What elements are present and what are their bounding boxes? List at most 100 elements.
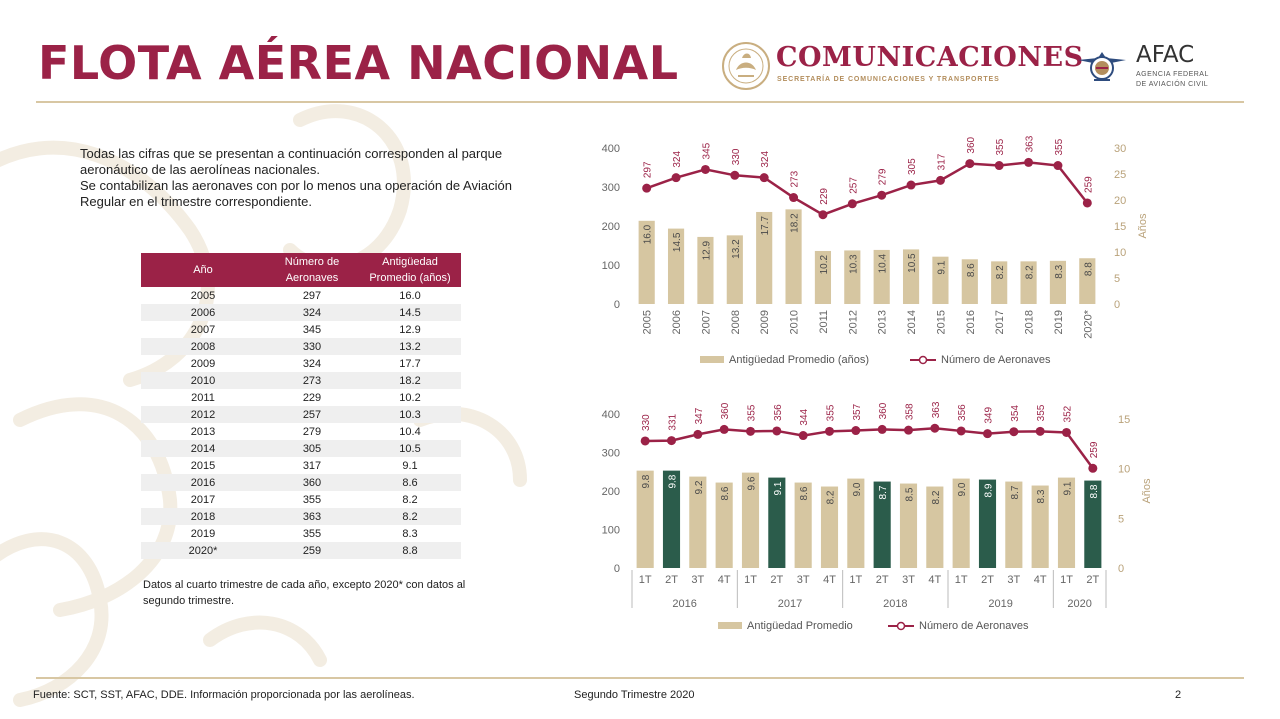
table-cell-age: 17.7 bbox=[399, 357, 421, 370]
bar-value-label: 10.4 bbox=[878, 253, 889, 273]
point-value-label: 345 bbox=[701, 142, 712, 159]
y-right-tick-label: 15 bbox=[1114, 221, 1126, 233]
table-cell-year: 2006 bbox=[141, 304, 265, 321]
line-point bbox=[935, 175, 945, 185]
x-group-label: 2019 bbox=[988, 598, 1012, 610]
y-right-tick-label: 10 bbox=[1114, 247, 1126, 259]
y-left-tick-label: 100 bbox=[602, 260, 620, 272]
table-cell-year: 2010 bbox=[141, 372, 265, 389]
footer-period: Segundo Trimestre 2020 bbox=[574, 689, 695, 701]
x-tick-label: 4T bbox=[928, 574, 941, 586]
x-tick-label: 2010 bbox=[789, 310, 801, 334]
footer-source: Fuente: SCT, SST, AFAC, DDE. Información… bbox=[33, 689, 415, 701]
point-value-label: 324 bbox=[760, 151, 771, 168]
line-point bbox=[825, 426, 834, 436]
line-point bbox=[1088, 463, 1098, 473]
y-left-tick-label: 300 bbox=[602, 448, 620, 460]
table-row: 2012 257 10.3 bbox=[141, 406, 461, 423]
table-cell-aircraft: 305 bbox=[265, 440, 359, 457]
table-cell-age: 10.2 bbox=[399, 391, 421, 404]
bar bbox=[741, 472, 760, 568]
legend-bar-label: Antigüedad Promedio bbox=[747, 620, 853, 632]
table-row: 2015 317 9.1 bbox=[141, 457, 461, 474]
x-tick-label: 2018 bbox=[1024, 310, 1036, 334]
y-right-tick-label: 5 bbox=[1118, 513, 1124, 525]
x-tick-label: 1T bbox=[849, 574, 862, 586]
line-point bbox=[1035, 426, 1045, 436]
header-divider bbox=[36, 101, 1244, 103]
afac-logo: AFAC AGENCIA FEDERAL DE AVIACIÓN CIVIL bbox=[1076, 40, 1246, 92]
line-point bbox=[671, 173, 681, 183]
line-point bbox=[1082, 198, 1092, 208]
y-right-tick-label: 0 bbox=[1118, 563, 1124, 575]
line-point bbox=[904, 425, 913, 435]
line-point bbox=[700, 164, 710, 174]
point-value-label: 355 bbox=[1054, 138, 1065, 155]
table-cell-year: 2019 bbox=[190, 527, 216, 540]
bar-value-label: 8.2 bbox=[995, 265, 1006, 279]
table-cell-aircraft: 355 bbox=[302, 493, 322, 506]
bar bbox=[1020, 261, 1037, 304]
table-row: 2014 305 10.5 bbox=[141, 440, 461, 457]
bar bbox=[899, 483, 918, 568]
page-number: 2 bbox=[1175, 689, 1182, 701]
x-tick-label: 1T bbox=[744, 574, 757, 586]
table-cell-aircraft: 345 bbox=[302, 323, 322, 336]
line-point bbox=[1053, 161, 1063, 171]
afac-subtitle-line1: AGENCIA FEDERAL bbox=[1136, 71, 1209, 78]
y-right-axis-title: Años bbox=[1141, 478, 1153, 504]
line-point bbox=[847, 199, 857, 209]
line-point bbox=[719, 424, 729, 434]
y-left-tick-label: 400 bbox=[602, 143, 620, 155]
table-cell-age: 10.3 bbox=[359, 406, 461, 423]
table-row: 2008 330 13.2 bbox=[141, 338, 461, 355]
bar-value-label: 8.2 bbox=[826, 490, 837, 504]
y-right-tick-label: 0 bbox=[1114, 299, 1120, 311]
bar bbox=[1031, 485, 1049, 568]
point-value-label: 331 bbox=[668, 413, 679, 430]
line-point bbox=[965, 159, 975, 169]
x-tick-label: 2009 bbox=[759, 310, 771, 334]
y-right-tick-label: 30 bbox=[1114, 143, 1126, 155]
x-tick-label: 2006 bbox=[671, 310, 683, 334]
table-cell-year: 2018 bbox=[141, 508, 265, 525]
table-row: 2010 273 18.2 bbox=[141, 372, 461, 389]
series-line bbox=[645, 426, 1094, 470]
table-cell-age: 13.2 bbox=[359, 338, 461, 355]
comunicaciones-subtitle: SECRETARÍA DE COMUNICACIONES Y TRANSPORT… bbox=[777, 76, 1000, 83]
table-cell-aircraft: 229 bbox=[302, 391, 322, 404]
x-tick-label: 4T bbox=[1034, 574, 1047, 586]
bar bbox=[636, 470, 654, 568]
line-point bbox=[772, 426, 782, 436]
y-right-tick-label: 5 bbox=[1114, 273, 1120, 285]
point-value-label: 358 bbox=[905, 403, 916, 420]
x-tick-label: 2T bbox=[665, 574, 678, 586]
table-row: 2019 355 8.3 bbox=[141, 525, 461, 542]
annual-fleet-chart: 0 100 200 300 400 0 5 10 15 20 25 30 Años 16.0 14.5 12.… bbox=[602, 135, 1149, 366]
bar-value-label: 8.5 bbox=[905, 487, 916, 501]
bar bbox=[844, 250, 861, 304]
x-tick-label: 2T bbox=[876, 574, 889, 586]
point-value-label: 273 bbox=[790, 170, 801, 187]
table-row: 2016 360 8.6 bbox=[141, 474, 461, 491]
point-value-label: 352 bbox=[1063, 405, 1074, 422]
line-point bbox=[746, 426, 755, 436]
x-tick-label: 2019 bbox=[1053, 310, 1065, 334]
table-cell-aircraft: 279 bbox=[302, 425, 322, 438]
point-value-label: 360 bbox=[966, 136, 977, 153]
x-tick-label: 2017 bbox=[994, 310, 1006, 334]
bar-value-label: 9.8 bbox=[668, 474, 679, 488]
x-tick-label: 1T bbox=[1060, 574, 1073, 586]
footer-divider bbox=[36, 677, 1244, 679]
x-tick-label: 2007 bbox=[700, 310, 712, 334]
point-value-label: 354 bbox=[1010, 405, 1021, 422]
line-point bbox=[798, 431, 808, 441]
bar bbox=[1079, 258, 1096, 304]
table-cell-year: 2017 bbox=[190, 493, 216, 506]
table-cell-age: 8.2 bbox=[402, 493, 418, 506]
line-point bbox=[642, 183, 652, 193]
table-row: 2007 345 12.9 bbox=[141, 321, 461, 338]
x-tick-label: 2013 bbox=[877, 310, 889, 334]
point-value-label: 330 bbox=[731, 148, 742, 165]
bar-value-label: 9.2 bbox=[694, 480, 705, 494]
